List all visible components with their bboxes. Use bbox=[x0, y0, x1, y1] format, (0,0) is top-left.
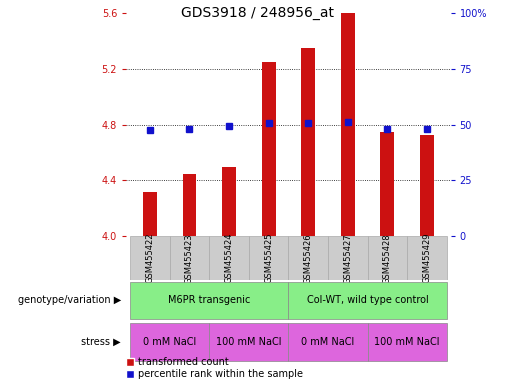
Bar bbox=[130, 323, 209, 361]
Text: GSM455429: GSM455429 bbox=[422, 233, 432, 283]
Bar bbox=[249, 236, 288, 280]
Bar bbox=[420, 134, 434, 236]
Bar bbox=[341, 13, 355, 236]
Bar bbox=[288, 236, 328, 280]
Bar bbox=[381, 132, 394, 236]
Text: GSM455425: GSM455425 bbox=[264, 233, 273, 283]
Text: GSM455428: GSM455428 bbox=[383, 233, 392, 283]
Bar bbox=[288, 282, 447, 319]
Bar bbox=[262, 62, 276, 236]
Bar bbox=[130, 282, 288, 319]
Text: 100 mM NaCl: 100 mM NaCl bbox=[374, 337, 440, 347]
Bar bbox=[288, 323, 368, 361]
Text: Col-WT, wild type control: Col-WT, wild type control bbox=[306, 295, 428, 306]
Bar bbox=[328, 236, 368, 280]
Text: GSM455427: GSM455427 bbox=[344, 233, 352, 283]
Text: GDS3918 / 248956_at: GDS3918 / 248956_at bbox=[181, 6, 334, 20]
Text: GSM455422: GSM455422 bbox=[145, 233, 154, 283]
Text: M6PR transgenic: M6PR transgenic bbox=[168, 295, 250, 306]
Text: GSM455426: GSM455426 bbox=[304, 233, 313, 283]
Bar bbox=[143, 192, 157, 236]
Text: 0 mM NaCl: 0 mM NaCl bbox=[143, 337, 196, 347]
Bar bbox=[130, 236, 170, 280]
Bar bbox=[368, 236, 407, 280]
Text: 100 mM NaCl: 100 mM NaCl bbox=[216, 337, 282, 347]
Text: 0 mM NaCl: 0 mM NaCl bbox=[301, 337, 355, 347]
Bar bbox=[209, 236, 249, 280]
Bar bbox=[407, 236, 447, 280]
Text: GSM455424: GSM455424 bbox=[225, 233, 233, 283]
Bar bbox=[222, 167, 236, 236]
Legend: transformed count, percentile rank within the sample: transformed count, percentile rank withi… bbox=[126, 357, 302, 379]
Bar bbox=[301, 48, 315, 236]
Bar bbox=[209, 323, 288, 361]
Bar bbox=[170, 236, 209, 280]
Bar bbox=[182, 174, 196, 236]
Text: GSM455423: GSM455423 bbox=[185, 233, 194, 283]
Bar bbox=[368, 323, 447, 361]
Text: stress ▶: stress ▶ bbox=[81, 337, 121, 347]
Text: genotype/variation ▶: genotype/variation ▶ bbox=[18, 295, 121, 306]
